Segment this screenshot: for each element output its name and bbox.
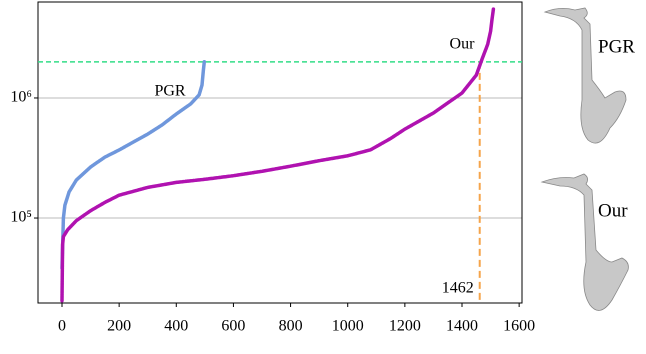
side-label: Our (598, 200, 628, 221)
x-tick-label: 400 (164, 318, 188, 335)
x-tick-label: 800 (279, 318, 303, 335)
series-label: Our (450, 36, 476, 53)
threshold-x-label: 1462 (442, 280, 474, 297)
series-line (62, 9, 493, 301)
pgr-render (545, 8, 626, 143)
x-tick-label: 1200 (389, 318, 421, 335)
our-render (542, 174, 628, 310)
side-label: PGR (598, 36, 635, 57)
x-tick-label: 1600 (503, 318, 535, 335)
x-tick-label: 1000 (332, 318, 364, 335)
y-tick-label: 10⁶ (10, 89, 32, 106)
x-tick-label: 200 (107, 318, 131, 335)
series-label: PGR (154, 83, 185, 100)
x-tick-label: 1400 (446, 318, 478, 335)
y-tick-label: 10⁵ (10, 209, 32, 226)
chart: PGR Our 10⁵ 10⁶ 0 200 400 600 800 1000 1200 1400 1… (0, 0, 646, 354)
x-tick-label: 0 (58, 318, 66, 335)
x-tick-label: 600 (221, 318, 245, 335)
